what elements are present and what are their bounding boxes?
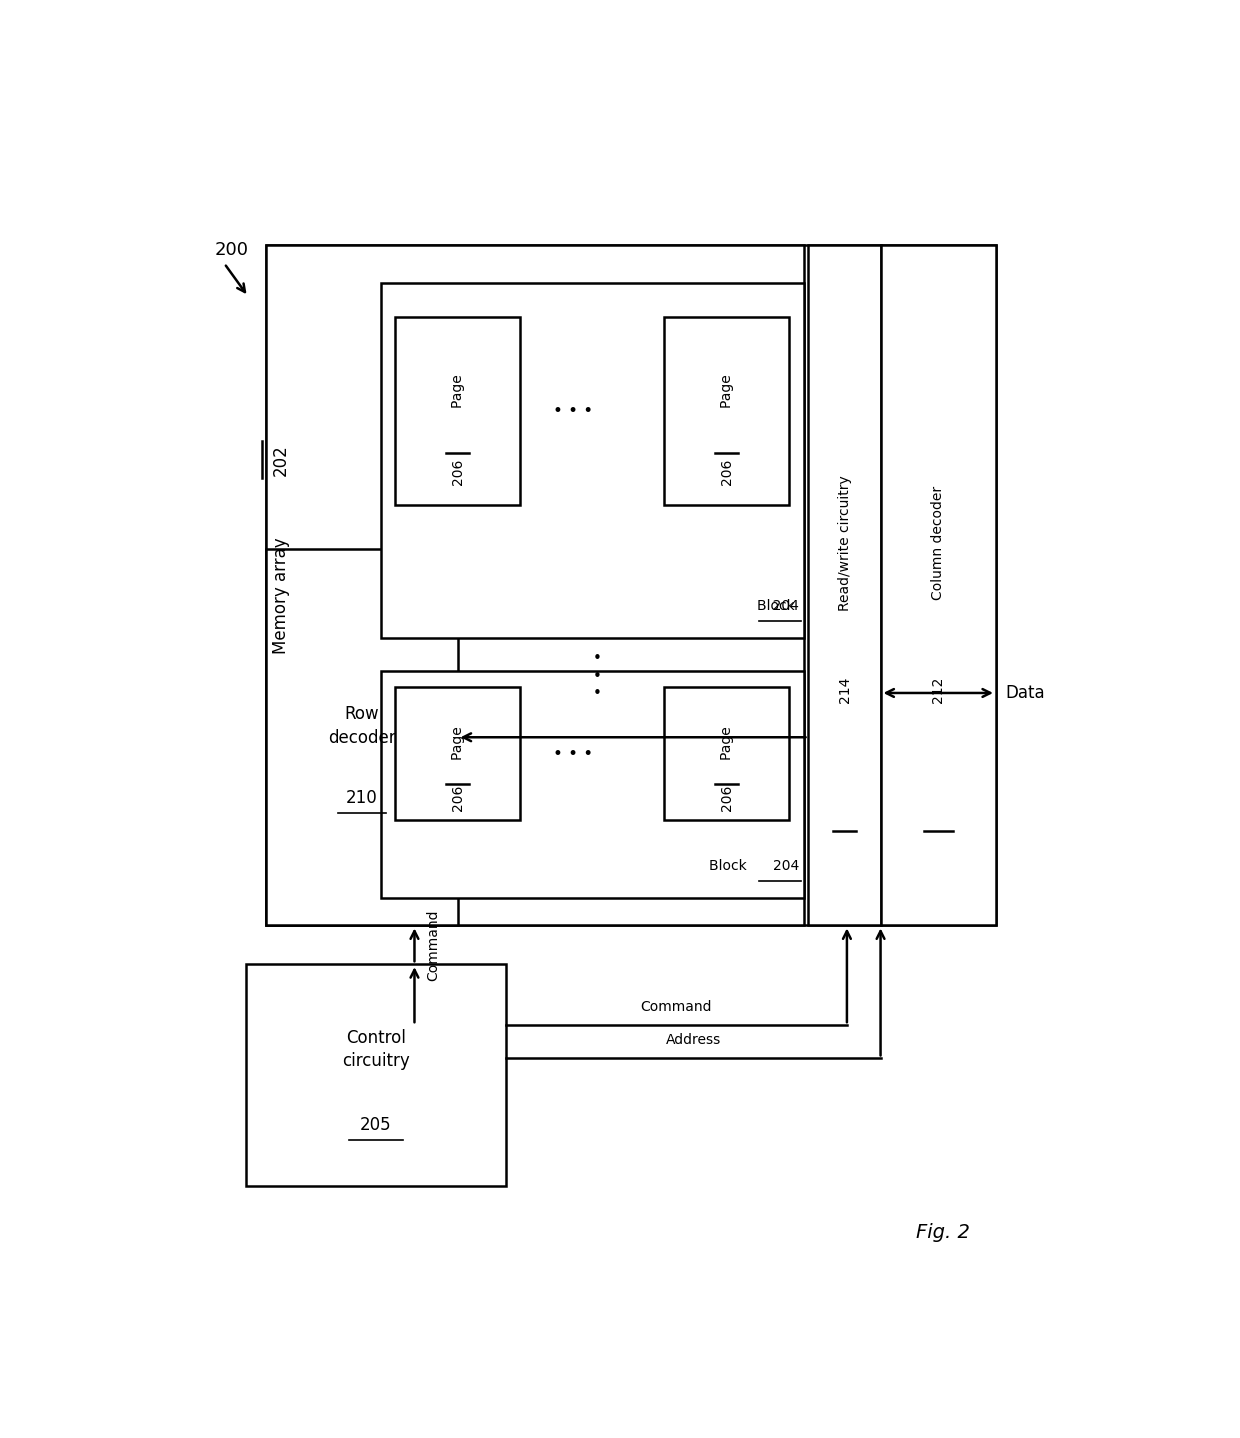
Text: Command: Command [427,909,440,981]
Text: Read/write circuitry: Read/write circuitry [837,470,852,611]
Text: 214: 214 [837,677,852,703]
Bar [381,283,804,637]
Text: Block      204: Block 204 [708,860,799,873]
Text: 210: 210 [346,789,377,807]
Bar [880,244,996,926]
Text: • • •: • • • [553,401,593,420]
Bar [665,316,789,505]
Text: 206: 206 [719,459,734,485]
Bar [381,672,804,897]
Text: • • •: • • • [553,745,593,764]
Text: Page: Page [450,722,465,759]
Text: Command: Command [641,999,712,1014]
Text: 205: 205 [360,1116,392,1133]
Bar [265,244,804,926]
Text: Page: Page [719,370,734,407]
Text: •
•
•: • • • [593,651,601,702]
Bar [396,316,521,505]
Text: 204: 204 [742,600,799,613]
Bar [265,549,458,926]
Text: Page: Page [450,370,465,407]
Text: 206: 206 [450,459,465,485]
Text: Row
decoder: Row decoder [327,706,396,746]
Text: Address: Address [666,1034,720,1047]
Text: 212: 212 [931,677,945,703]
Text: 202: 202 [273,444,290,476]
Bar [665,687,789,820]
Bar [265,244,996,926]
Text: Memory array: Memory array [273,532,290,654]
Text: Block: Block [756,600,799,613]
Text: Control
circuitry: Control circuitry [342,1028,410,1070]
Bar [247,965,506,1186]
Text: 206: 206 [450,785,465,811]
Text: Data: Data [1006,684,1045,702]
Text: 206: 206 [719,785,734,811]
Text: Column decoder: Column decoder [931,482,945,600]
Text: 200: 200 [215,242,248,259]
Bar [808,244,880,926]
Bar [396,687,521,820]
Text: Page: Page [719,722,734,759]
Text: Fig. 2: Fig. 2 [916,1222,970,1241]
